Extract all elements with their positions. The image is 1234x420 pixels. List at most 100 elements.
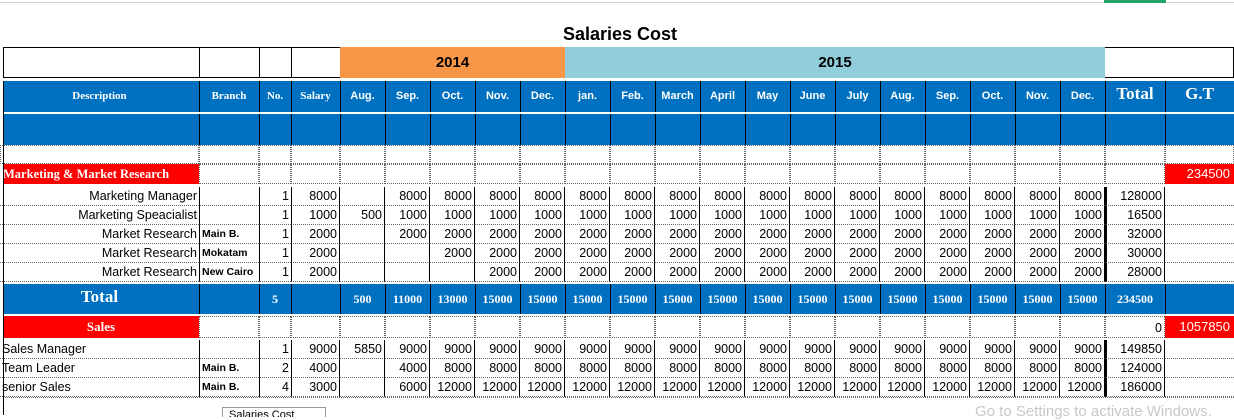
empty-cell[interactable] [1165, 145, 1234, 164]
marketing-row-month-value[interactable]: 1000 [610, 206, 655, 225]
marketing-row-total[interactable]: 28000 [1105, 263, 1165, 282]
sales-row-month-value[interactable] [340, 378, 385, 397]
header-month[interactable]: Feb. [621, 90, 644, 102]
marketing-row-month-value[interactable]: 2000 [385, 225, 430, 244]
marketing-row-month-value[interactable]: 2000 [745, 225, 790, 244]
header-month[interactable]: July [846, 90, 869, 102]
header-month[interactable]: Nov. [485, 90, 510, 102]
empty-cell[interactable] [565, 316, 610, 338]
marketing-row-month-value[interactable]: 2000 [655, 244, 700, 263]
marketing-row-month-value[interactable]: 8000 [745, 187, 790, 206]
empty-cell[interactable] [610, 145, 655, 164]
marketing-row-month-value[interactable]: 1000 [565, 206, 610, 225]
empty-cell[interactable] [700, 164, 745, 184]
marketing-row-description[interactable]: Marketing Speacialist [0, 206, 199, 225]
marketing-row-month-value[interactable]: 2000 [880, 263, 925, 282]
empty-cell[interactable] [745, 316, 790, 338]
marketing-gt[interactable]: 234500 [1165, 164, 1234, 184]
sales-row-month-value[interactable]: 12000 [520, 378, 565, 397]
marketing-row-month-value[interactable]: 2000 [565, 244, 610, 263]
sales-row-month-value[interactable]: 12000 [835, 378, 880, 397]
empty-cell[interactable] [790, 164, 835, 184]
sales-row-month-value[interactable]: 9000 [610, 340, 655, 359]
empty-cell[interactable] [340, 145, 385, 164]
sales-row-total[interactable]: 149850 [1105, 340, 1165, 359]
header-month[interactable]: April [709, 90, 736, 102]
marketing-row-month-value[interactable]: 2000 [745, 244, 790, 263]
marketing-row-month-value[interactable]: 1000 [1060, 206, 1105, 225]
total-month-value[interactable]: 11000 [392, 292, 423, 306]
total-month-value[interactable]: 15000 [1022, 292, 1053, 306]
marketing-row-month-value[interactable]: 8000 [970, 187, 1015, 206]
marketing-row-month-value[interactable]: 2000 [880, 225, 925, 244]
sales-row-branch[interactable]: Main B. [199, 378, 259, 397]
marketing-row-month-value[interactable]: 2000 [520, 225, 565, 244]
empty-cell[interactable] [700, 145, 745, 164]
empty-cell[interactable] [925, 164, 970, 184]
marketing-row-month-value[interactable]: 1000 [700, 206, 745, 225]
sales-row-month-value[interactable]: 8000 [745, 359, 790, 378]
marketing-row-month-value[interactable]: 2000 [790, 225, 835, 244]
header-branch[interactable]: Branch [211, 90, 247, 102]
marketing-row-month-value[interactable]: 2000 [790, 263, 835, 282]
sales-row-description[interactable]: senior Sales [0, 378, 199, 397]
empty-cell[interactable] [655, 316, 700, 338]
marketing-row-salary[interactable]: 2000 [291, 225, 340, 244]
sales-row-salary[interactable]: 4000 [291, 359, 340, 378]
marketing-row-month-value[interactable]: 2000 [430, 244, 475, 263]
sales-row-month-value[interactable]: 8000 [430, 359, 475, 378]
header-month[interactable]: Dec. [1070, 90, 1095, 102]
empty-cell[interactable] [925, 145, 970, 164]
empty-cell[interactable] [880, 145, 925, 164]
empty-cell[interactable] [835, 164, 880, 184]
empty-cell[interactable] [0, 145, 199, 164]
empty-cell[interactable] [1060, 164, 1105, 184]
marketing-row-month-value[interactable]: 2000 [475, 244, 520, 263]
sales-row-month-value[interactable]: 12000 [745, 378, 790, 397]
marketing-row-gt[interactable] [1165, 263, 1234, 282]
marketing-row-branch[interactable] [199, 206, 259, 225]
marketing-row-month-value[interactable]: 2000 [610, 263, 655, 282]
empty-cell[interactable] [475, 164, 520, 184]
sales-row-month-value[interactable]: 12000 [610, 378, 655, 397]
empty-cell[interactable] [199, 145, 259, 164]
empty-cell[interactable] [475, 145, 520, 164]
marketing-row-month-value[interactable]: 2000 [745, 263, 790, 282]
sales-row-month-value[interactable]: 9000 [1060, 340, 1105, 359]
sales-row-month-value[interactable]: 8000 [1015, 359, 1060, 378]
empty-cell[interactable] [655, 164, 700, 184]
marketing-row-month-value[interactable]: 8000 [565, 187, 610, 206]
marketing-row-month-value[interactable]: 2000 [700, 244, 745, 263]
header-month[interactable]: Aug. [890, 90, 915, 102]
sales-row-month-value[interactable]: 9000 [655, 340, 700, 359]
marketing-row-month-value[interactable] [340, 187, 385, 206]
marketing-row-month-value[interactable]: 2000 [925, 244, 970, 263]
marketing-row-month-value[interactable]: 2000 [1060, 263, 1105, 282]
empty-cell[interactable] [385, 316, 430, 338]
sales-row-month-value[interactable]: 8000 [1060, 359, 1105, 378]
marketing-row-month-value[interactable] [340, 263, 385, 282]
marketing-row-month-value[interactable]: 1000 [880, 206, 925, 225]
empty-cell[interactable] [970, 164, 1015, 184]
empty-cell[interactable] [259, 164, 291, 184]
header-month[interactable]: jan. [578, 90, 597, 102]
empty-cell[interactable] [565, 164, 610, 184]
marketing-row-month-value[interactable]: 2000 [700, 263, 745, 282]
marketing-row-month-value[interactable]: 2000 [610, 225, 655, 244]
empty-cell[interactable] [565, 145, 610, 164]
empty-cell[interactable] [1015, 164, 1060, 184]
year-2015-header[interactable]: 2015 [565, 47, 1105, 78]
marketing-row-month-value[interactable] [385, 244, 430, 263]
marketing-row-month-value[interactable]: 8000 [835, 187, 880, 206]
header-month[interactable]: Aug. [350, 90, 375, 102]
marketing-row-salary[interactable]: 2000 [291, 263, 340, 282]
header-month[interactable]: March [661, 90, 694, 102]
total-month-value[interactable]: 13000 [437, 292, 468, 306]
empty-cell[interactable] [199, 316, 259, 338]
sales-row-no[interactable]: 2 [259, 359, 291, 378]
marketing-row-month-value[interactable]: 2000 [925, 225, 970, 244]
total-month-value[interactable]: 15000 [662, 292, 693, 306]
marketing-row-month-value[interactable]: 1000 [835, 206, 880, 225]
marketing-row-month-value[interactable] [385, 263, 430, 282]
marketing-row-month-value[interactable]: 2000 [835, 225, 880, 244]
